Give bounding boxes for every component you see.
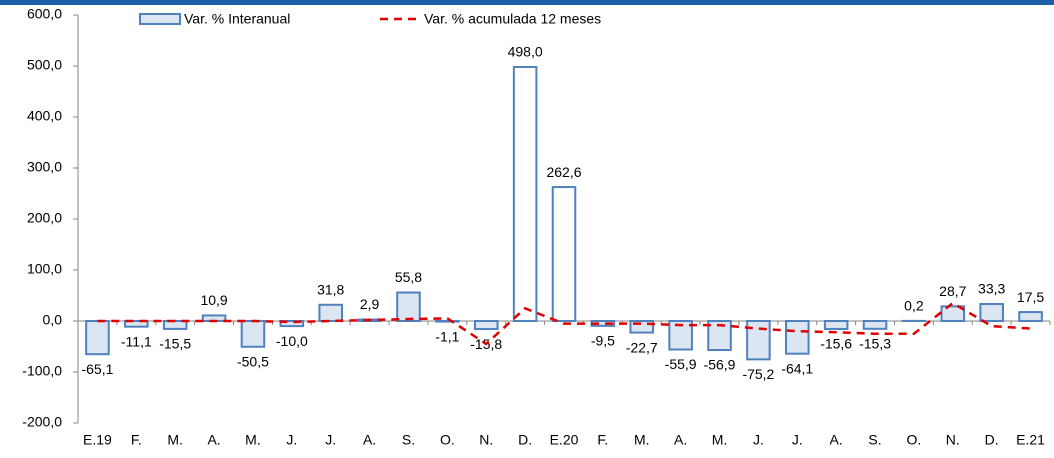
legend-swatch: [140, 14, 180, 24]
x-tick-label: N.: [946, 432, 960, 448]
bar: [553, 187, 576, 321]
x-tick-label: J.: [286, 432, 297, 448]
bar: [436, 321, 459, 322]
data-label: -11,1: [121, 333, 152, 349]
x-tick-label: E.20: [550, 432, 579, 448]
x-tick-label: F.: [597, 432, 608, 448]
bar: [1019, 312, 1042, 321]
bar: [242, 321, 265, 347]
data-label: 55,8: [395, 269, 422, 285]
x-tick-label: E.21: [1016, 432, 1045, 448]
data-label: -9,5: [591, 333, 615, 349]
x-tick-label: M.: [167, 432, 183, 448]
data-label: -50,5: [237, 353, 269, 369]
bar: [864, 321, 887, 329]
data-label: 10,9: [200, 292, 227, 308]
data-label: 17,5: [1017, 289, 1044, 305]
bar: [475, 321, 498, 329]
data-label: -22,7: [626, 339, 658, 355]
y-tick-label: 300,0: [27, 159, 62, 175]
x-tick-label: J.: [792, 432, 803, 448]
x-tick-label: J.: [753, 432, 764, 448]
bar: [786, 321, 809, 354]
bar: [397, 293, 420, 321]
data-label: 262,6: [546, 164, 581, 180]
x-tick-label: M.: [712, 432, 728, 448]
y-tick-label: 100,0: [27, 261, 62, 277]
y-tick-label: 0,0: [43, 312, 63, 328]
data-label: 0,2: [904, 298, 924, 314]
bar: [319, 305, 342, 321]
data-label: 498,0: [508, 44, 543, 60]
y-tick-label: -200,0: [22, 414, 62, 430]
y-tick-label: 600,0: [27, 6, 62, 22]
y-tick-label: 200,0: [27, 210, 62, 226]
y-tick-label: -100,0: [22, 363, 62, 379]
x-tick-label: A.: [207, 432, 220, 448]
data-label: -56,9: [704, 357, 736, 373]
data-label: 2,9: [360, 296, 380, 312]
x-tick-label: A.: [674, 432, 687, 448]
data-label: -75,2: [742, 366, 774, 382]
x-tick-label: M.: [634, 432, 650, 448]
x-tick-label: A.: [363, 432, 376, 448]
x-tick-label: D.: [985, 432, 999, 448]
x-tick-label: M.: [245, 432, 261, 448]
x-tick-label: E.19: [83, 432, 112, 448]
bar: [514, 67, 537, 321]
data-label: 28,7: [939, 283, 966, 299]
data-label: -1,1: [435, 328, 459, 344]
data-label: -15,6: [820, 336, 852, 352]
data-label: -65,1: [81, 361, 113, 377]
legend-label: Var. % acumulada 12 meses: [424, 11, 601, 27]
x-tick-label: F.: [131, 432, 142, 448]
data-label: -10,0: [276, 333, 308, 349]
x-tick-label: A.: [830, 432, 843, 448]
data-label: -15,5: [159, 336, 191, 352]
x-tick-label: S.: [868, 432, 881, 448]
y-tick-label: 500,0: [27, 57, 62, 73]
data-label: 33,3: [978, 281, 1005, 297]
x-tick-label: D.: [518, 432, 532, 448]
x-tick-label: N.: [479, 432, 493, 448]
x-tick-label: O.: [440, 432, 455, 448]
x-tick-label: J.: [325, 432, 336, 448]
bar: [825, 321, 848, 329]
data-label: 31,8: [317, 281, 344, 297]
legend: Var. % Interanual Var. % acumulada 12 mes…: [140, 11, 601, 27]
top-band: [0, 0, 1054, 5]
x-tick-label: O.: [907, 432, 922, 448]
x-tick-label: S.: [402, 432, 415, 448]
data-label: -55,9: [665, 356, 697, 372]
data-label: -64,1: [781, 360, 813, 376]
bar: [86, 321, 109, 354]
legend-label: Var. % Interanual: [184, 11, 290, 27]
y-tick-label: 400,0: [27, 108, 62, 124]
bar: [980, 304, 1003, 321]
data-label: -15,3: [859, 336, 891, 352]
